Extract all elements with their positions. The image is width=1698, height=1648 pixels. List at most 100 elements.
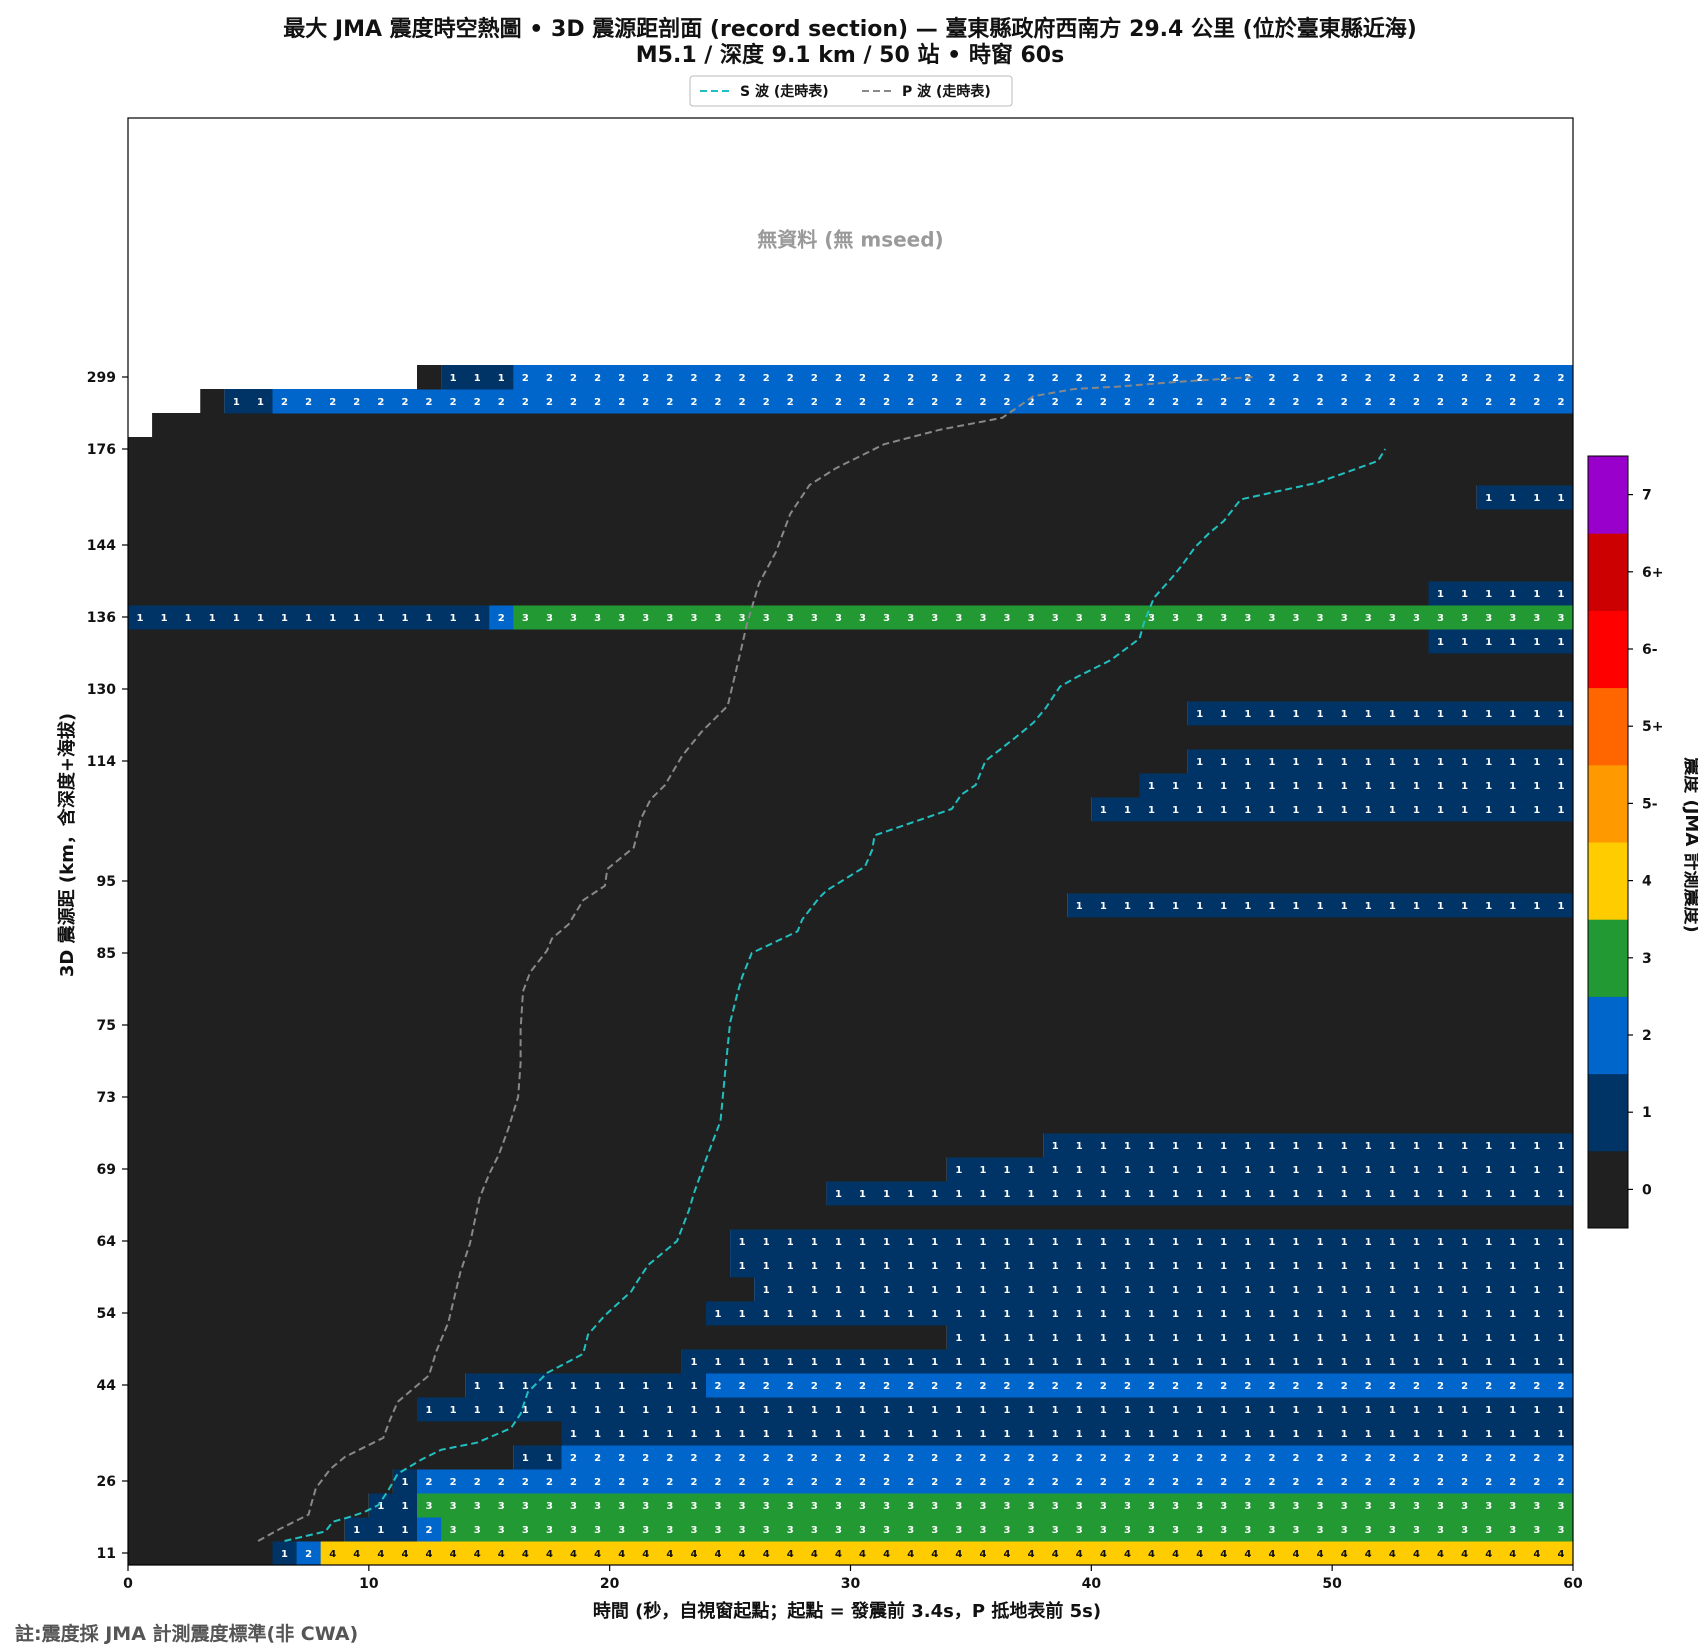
cell-label: 1 — [1172, 781, 1179, 792]
cell-label: 2 — [883, 397, 890, 408]
cell-label: 1 — [1268, 1237, 1275, 1248]
cell-label: 1 — [907, 1285, 914, 1296]
cell-label: 3 — [1413, 613, 1420, 624]
cell-label: 3 — [1004, 1501, 1011, 1512]
cell-label: 1 — [1413, 709, 1420, 720]
cell-label: 2 — [1485, 1381, 1492, 1392]
cell-label: 1 — [1148, 901, 1155, 912]
cell-label: 1 — [1437, 1429, 1444, 1440]
cell-label: 1 — [1317, 757, 1324, 768]
cell-intensity-0 — [128, 965, 1573, 990]
cell-intensity-3 — [417, 1493, 1574, 1518]
cell-label: 4 — [1076, 1549, 1083, 1560]
cell-label: 2 — [353, 397, 360, 408]
cell-label: 1 — [1076, 1405, 1083, 1416]
cell-label: 2 — [305, 1549, 312, 1560]
cell-label: 2 — [1341, 373, 1348, 384]
cell-intensity-1 — [946, 1157, 1574, 1182]
cell-label: 2 — [1196, 397, 1203, 408]
cell-label: 1 — [859, 1261, 866, 1272]
cell-label: 1 — [1244, 1141, 1251, 1152]
cell-label: 3 — [1557, 1501, 1564, 1512]
cell-label: 1 — [859, 1189, 866, 1200]
cell-label: 4 — [1389, 1549, 1396, 1560]
cell-label: 2 — [498, 613, 505, 624]
colorbar-segment — [1588, 687, 1628, 766]
cell-label: 2 — [715, 397, 722, 408]
cell-label: 1 — [979, 1237, 986, 1248]
cell-label: 1 — [1533, 1405, 1540, 1416]
cell-label: 2 — [763, 1477, 770, 1488]
cell-label: 1 — [763, 1429, 770, 1440]
cell-label: 1 — [1028, 1309, 1035, 1320]
cell-label: 2 — [955, 397, 962, 408]
cell-label: 1 — [907, 1309, 914, 1320]
cell-label: 1 — [1509, 493, 1516, 504]
colorbar-tick-label: 4 — [1642, 874, 1652, 890]
cell-label: 3 — [1052, 1501, 1059, 1512]
cell-label: 3 — [546, 1501, 553, 1512]
cell-label: 2 — [931, 373, 938, 384]
cell-label: 1 — [739, 1237, 746, 1248]
cell-label: 1 — [883, 1237, 890, 1248]
cell-label: 1 — [1557, 1333, 1564, 1344]
cell-label: 1 — [1533, 1165, 1540, 1176]
cell-label: 1 — [859, 1309, 866, 1320]
cell-label: 1 — [1004, 1357, 1011, 1368]
cell-label: 2 — [1485, 1477, 1492, 1488]
cell-label: 3 — [907, 1525, 914, 1536]
cell-label: 2 — [1268, 1381, 1275, 1392]
cell-label: 1 — [907, 1189, 914, 1200]
cell-label: 1 — [931, 1309, 938, 1320]
cell-label: 1 — [1220, 757, 1227, 768]
y-tick-label: 130 — [87, 682, 116, 698]
cell-label: 1 — [883, 1309, 890, 1320]
cell-label: 3 — [1533, 1501, 1540, 1512]
cell-label: 4 — [329, 1549, 336, 1560]
chart-title: 最大 JMA 震度時空熱圖 • 3D 震源距剖面 (record section… — [283, 16, 1417, 42]
cell-label: 2 — [1100, 373, 1107, 384]
cell-label: 1 — [1172, 901, 1179, 912]
cell-label: 1 — [1461, 589, 1468, 600]
cell-label: 4 — [1196, 1549, 1203, 1560]
chart-subtitle: M5.1 / 深度 9.1 km / 50 站 • 時窗 60s — [636, 42, 1064, 68]
cell-intensity-1 — [1043, 1133, 1574, 1158]
cell-label: 2 — [1437, 1381, 1444, 1392]
cell-label: 1 — [1509, 781, 1516, 792]
cell-label: 1 — [1341, 1405, 1348, 1416]
colorbar-segment — [1588, 919, 1628, 997]
cell-label: 1 — [1437, 901, 1444, 912]
cell-label: 1 — [835, 1405, 842, 1416]
cell-label: 1 — [1317, 1333, 1324, 1344]
cell-label: 1 — [1365, 805, 1372, 816]
cell-label: 1 — [1293, 757, 1300, 768]
cell-label: 2 — [1365, 1453, 1372, 1464]
cell-label: 1 — [1365, 901, 1372, 912]
cell-label: 2 — [811, 1453, 818, 1464]
cell-label: 1 — [1148, 1429, 1155, 1440]
cell-label: 1 — [811, 1429, 818, 1440]
cell-intensity-1 — [1187, 749, 1574, 774]
x-tick-label: 0 — [123, 1576, 133, 1592]
cell-label: 2 — [859, 1381, 866, 1392]
cell-label: 1 — [474, 613, 481, 624]
cell-label: 1 — [1124, 1285, 1131, 1296]
cell-label: 2 — [1341, 397, 1348, 408]
cell-label: 3 — [1172, 613, 1179, 624]
cell-label: 3 — [1365, 613, 1372, 624]
cell-label: 2 — [1004, 373, 1011, 384]
cell-label: 1 — [1220, 1141, 1227, 1152]
cell-label: 3 — [931, 1501, 938, 1512]
cell-label: 4 — [1365, 1549, 1372, 1560]
cell-label: 1 — [1437, 1261, 1444, 1272]
cell-label: 1 — [1196, 1405, 1203, 1416]
cell-intensity-0 — [128, 1013, 1573, 1038]
cell-label: 1 — [1244, 1165, 1251, 1176]
cell-label: 1 — [546, 1405, 553, 1416]
cell-label: 1 — [1509, 805, 1516, 816]
cell-label: 2 — [1004, 397, 1011, 408]
cell-label: 1 — [1100, 805, 1107, 816]
cell-label: 1 — [787, 1285, 794, 1296]
cell-label: 1 — [1244, 1429, 1251, 1440]
cell-label: 2 — [979, 1381, 986, 1392]
